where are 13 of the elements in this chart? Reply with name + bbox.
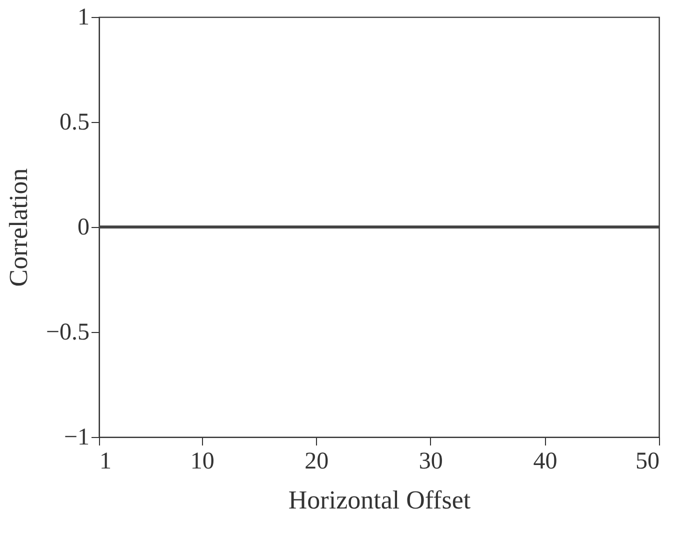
x-tick-label: 20	[304, 448, 329, 474]
x-axis-title: Horizontal Offset	[288, 486, 472, 514]
x-tick-label: 1	[100, 448, 112, 474]
x-tick-label: 10	[190, 448, 214, 474]
y-tick-label: 1	[78, 4, 90, 30]
x-tick-label: 50	[636, 448, 660, 474]
y-tick-label: −0.5	[46, 320, 90, 346]
y-tick-label: 0	[78, 214, 90, 240]
y-tick-label: −1	[64, 424, 90, 450]
x-tick-label: 40	[533, 448, 558, 474]
y-tick-label: 0.5	[60, 110, 90, 136]
x-tick-label: 30	[418, 448, 443, 474]
y-axis-title: Correlation	[4, 168, 33, 287]
